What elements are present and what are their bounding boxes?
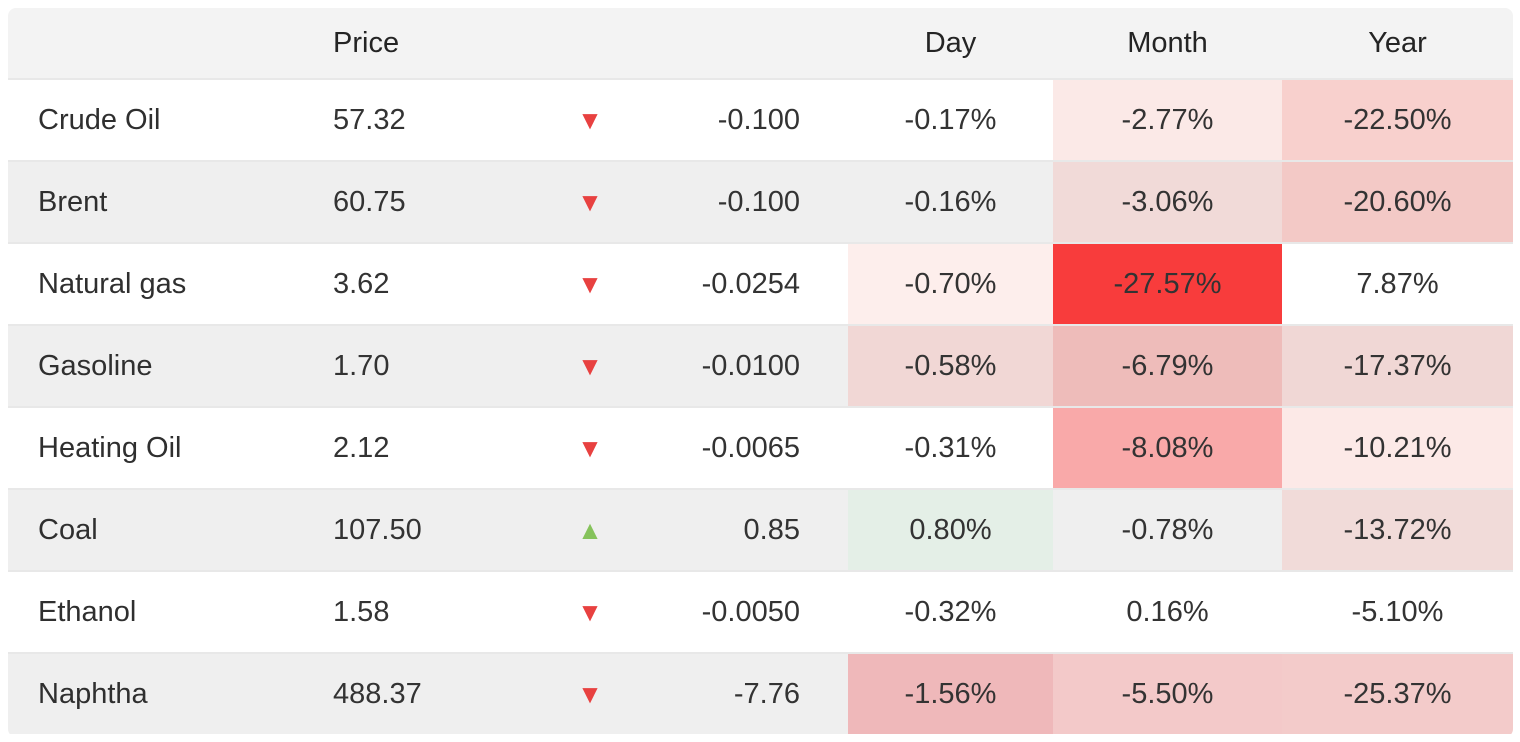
commodity-name[interactable]: Naphtha [8, 652, 333, 734]
commodity-name[interactable]: Natural gas [8, 242, 333, 324]
commodities-table: Price Day Month Year Crude Oil 57.32 -0.… [8, 8, 1513, 734]
change-value: -0.100 [620, 78, 848, 160]
change-value: -0.100 [620, 160, 848, 242]
month-percent-cell: 0.16% [1053, 570, 1282, 652]
direction-icon-cell [560, 488, 620, 570]
commodity-name[interactable]: Crude Oil [8, 78, 333, 160]
day-percent-cell: 0.80% [848, 488, 1053, 570]
header-arrow-spacer [560, 8, 620, 78]
direction-icon-cell [560, 652, 620, 734]
header-day: Day [848, 8, 1053, 78]
direction-icon-cell [560, 324, 620, 406]
change-value: -7.76 [620, 652, 848, 734]
change-value: -0.0050 [620, 570, 848, 652]
change-value: 0.85 [620, 488, 848, 570]
change-value: -0.0065 [620, 406, 848, 488]
month-percent-cell: -8.08% [1053, 406, 1282, 488]
direction-triangle-icon [577, 105, 603, 135]
table-body: Crude Oil 57.32 -0.100 -0.17% -2.77% -22… [8, 78, 1513, 734]
table-row-crude-oil[interactable]: Crude Oil 57.32 -0.100 -0.17% -2.77% -22… [8, 78, 1513, 160]
day-percent-cell: -0.31% [848, 406, 1053, 488]
day-percent-cell: -0.16% [848, 160, 1053, 242]
commodity-name[interactable]: Ethanol [8, 570, 333, 652]
header-change-spacer [620, 8, 848, 78]
table-row-ethanol[interactable]: Ethanol 1.58 -0.0050 -0.32% 0.16% -5.10% [8, 570, 1513, 652]
commodity-name[interactable]: Heating Oil [8, 406, 333, 488]
direction-icon-cell [560, 406, 620, 488]
price-value: 1.58 [333, 570, 560, 652]
commodity-name[interactable]: Gasoline [8, 324, 333, 406]
direction-triangle-icon [577, 679, 603, 709]
direction-triangle-icon [577, 597, 603, 627]
month-percent-cell: -2.77% [1053, 78, 1282, 160]
month-percent-cell: -6.79% [1053, 324, 1282, 406]
year-percent-cell: -25.37% [1282, 652, 1513, 734]
table-row-naphtha[interactable]: Naphtha 488.37 -7.76 -1.56% -5.50% -25.3… [8, 652, 1513, 734]
table-row-heating-oil[interactable]: Heating Oil 2.12 -0.0065 -0.31% -8.08% -… [8, 406, 1513, 488]
price-value: 2.12 [333, 406, 560, 488]
direction-triangle-icon [577, 433, 603, 463]
year-percent-cell: -10.21% [1282, 406, 1513, 488]
year-percent-cell: 7.87% [1282, 242, 1513, 324]
direction-triangle-icon [577, 515, 603, 545]
day-percent-cell: -1.56% [848, 652, 1053, 734]
day-percent-cell: -0.32% [848, 570, 1053, 652]
day-percent-cell: -0.70% [848, 242, 1053, 324]
year-percent-cell: -22.50% [1282, 78, 1513, 160]
direction-icon-cell [560, 160, 620, 242]
header-month: Month [1053, 8, 1282, 78]
commodity-name[interactable]: Coal [8, 488, 333, 570]
direction-triangle-icon [577, 187, 603, 217]
change-value: -0.0254 [620, 242, 848, 324]
day-percent-cell: -0.17% [848, 78, 1053, 160]
header-row: Price Day Month Year [8, 8, 1513, 78]
price-value: 1.70 [333, 324, 560, 406]
direction-icon-cell [560, 570, 620, 652]
price-value: 60.75 [333, 160, 560, 242]
year-percent-cell: -5.10% [1282, 570, 1513, 652]
price-value: 57.32 [333, 78, 560, 160]
table-row-gasoline[interactable]: Gasoline 1.70 -0.0100 -0.58% -6.79% -17.… [8, 324, 1513, 406]
price-value: 488.37 [333, 652, 560, 734]
change-value: -0.0100 [620, 324, 848, 406]
month-percent-cell: -27.57% [1053, 242, 1282, 324]
price-value: 107.50 [333, 488, 560, 570]
month-percent-cell: -5.50% [1053, 652, 1282, 734]
year-percent-cell: -17.37% [1282, 324, 1513, 406]
commodity-name[interactable]: Brent [8, 160, 333, 242]
header-price: Price [333, 8, 560, 78]
commodities-table-container: Price Day Month Year Crude Oil 57.32 -0.… [8, 8, 1513, 737]
table-row-coal[interactable]: Coal 107.50 0.85 0.80% -0.78% -13.72% [8, 488, 1513, 570]
direction-icon-cell [560, 78, 620, 160]
year-percent-cell: -20.60% [1282, 160, 1513, 242]
month-percent-cell: -3.06% [1053, 160, 1282, 242]
table-row-natural-gas[interactable]: Natural gas 3.62 -0.0254 -0.70% -27.57% … [8, 242, 1513, 324]
month-percent-cell: -0.78% [1053, 488, 1282, 570]
header-year: Year [1282, 8, 1513, 78]
table-row-brent[interactable]: Brent 60.75 -0.100 -0.16% -3.06% -20.60% [8, 160, 1513, 242]
price-value: 3.62 [333, 242, 560, 324]
direction-triangle-icon [577, 269, 603, 299]
header-name [8, 8, 333, 78]
direction-triangle-icon [577, 351, 603, 381]
direction-icon-cell [560, 242, 620, 324]
day-percent-cell: -0.58% [848, 324, 1053, 406]
year-percent-cell: -13.72% [1282, 488, 1513, 570]
